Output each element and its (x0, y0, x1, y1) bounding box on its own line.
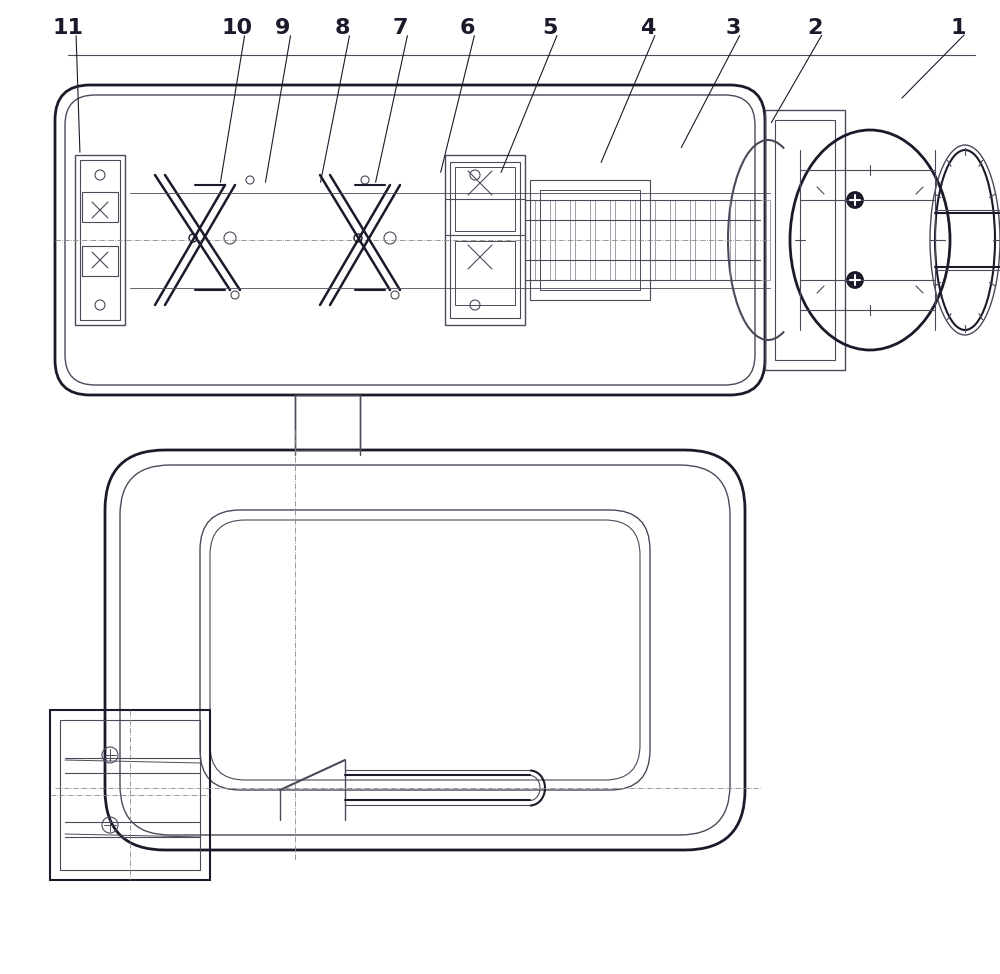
Bar (765, 110, 845, 370)
Bar (775, 120, 835, 360)
Text: 4: 4 (640, 18, 656, 38)
Bar (455, 167, 515, 231)
Bar (575, 200, 590, 280)
Bar (80, 160, 120, 320)
Bar (715, 200, 730, 280)
Bar (615, 200, 630, 280)
Circle shape (847, 192, 863, 208)
Bar (735, 200, 750, 280)
Text: 6: 6 (459, 18, 475, 38)
Text: 7: 7 (392, 18, 408, 38)
Bar (535, 200, 550, 280)
Bar (60, 720, 200, 870)
Text: 11: 11 (52, 18, 84, 38)
Bar (655, 200, 670, 280)
Text: 8: 8 (334, 18, 350, 38)
Bar (540, 190, 640, 290)
Bar (450, 162, 520, 318)
Circle shape (847, 272, 863, 288)
Bar (695, 200, 710, 280)
Text: 1: 1 (950, 18, 966, 38)
Bar (82, 246, 118, 276)
Text: 3: 3 (725, 18, 741, 38)
Bar (755, 200, 770, 280)
Bar (445, 155, 525, 325)
Bar (595, 200, 610, 280)
Bar (530, 180, 650, 300)
Bar (75, 155, 125, 325)
Text: 2: 2 (807, 18, 823, 38)
Bar (50, 710, 210, 880)
Bar (675, 200, 690, 280)
Bar (555, 200, 570, 280)
Bar (635, 200, 650, 280)
Text: 5: 5 (542, 18, 558, 38)
Bar (82, 192, 118, 222)
Text: 10: 10 (221, 18, 253, 38)
Text: 9: 9 (275, 18, 291, 38)
Bar (295, 395, 360, 450)
Bar (455, 241, 515, 305)
